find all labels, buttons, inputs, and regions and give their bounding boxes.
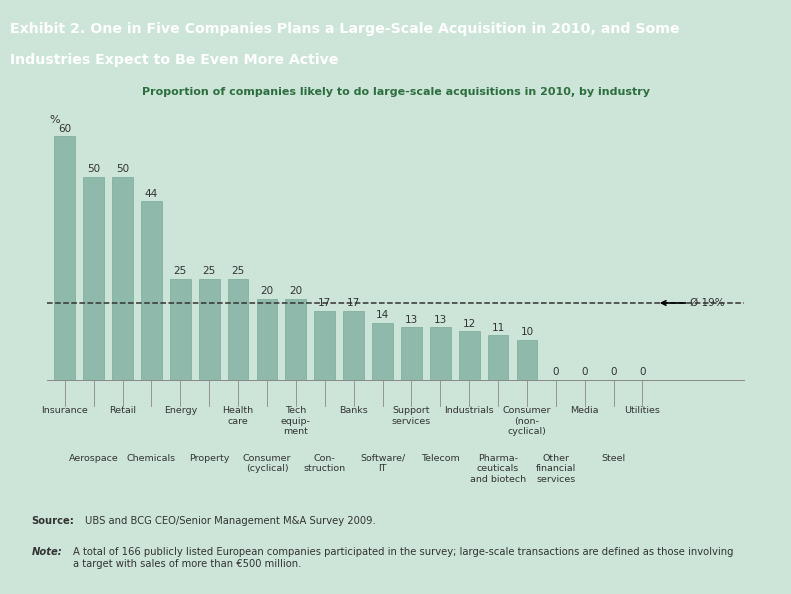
Text: Note:: Note: [32,548,62,557]
Text: Chemicals: Chemicals [127,454,176,463]
Text: 25: 25 [174,266,187,276]
Text: Health
care: Health care [222,406,254,426]
Bar [343,311,364,380]
Text: 0: 0 [553,367,559,377]
Text: UBS and BCG CEO/Senior Management M&A Survey 2009.: UBS and BCG CEO/Senior Management M&A Su… [85,517,376,526]
Bar [112,177,133,380]
Text: Other
financial
services: Other financial services [536,454,576,484]
Bar [199,279,220,380]
Text: Support
services: Support services [392,406,431,426]
Text: 0: 0 [611,367,617,377]
Text: 17: 17 [347,298,360,308]
Text: Con-
struction: Con- struction [304,454,346,473]
Text: Aerospace: Aerospace [69,454,119,463]
Bar [372,323,393,380]
Text: 50: 50 [87,164,100,174]
Text: 25: 25 [202,266,216,276]
Text: 13: 13 [433,314,447,324]
Text: 13: 13 [405,314,418,324]
Bar [170,279,191,380]
Text: Pharma-
ceuticals
and biotech: Pharma- ceuticals and biotech [470,454,526,484]
Text: Source:: Source: [32,517,74,526]
Text: Utilities: Utilities [625,406,660,415]
Text: A total of 166 publicly listed European companies participated in the survey; la: A total of 166 publicly listed European … [73,548,733,569]
Text: Energy: Energy [164,406,197,415]
Text: Insurance: Insurance [41,406,88,415]
Text: 44: 44 [145,188,158,198]
Text: Steel: Steel [601,454,626,463]
Text: Consumer
(cyclical): Consumer (cyclical) [243,454,291,473]
Bar [141,201,162,380]
Text: 11: 11 [491,323,505,333]
Text: 17: 17 [318,298,331,308]
Bar [83,177,104,380]
Bar [487,336,509,380]
Text: Consumer
(non-
cyclical): Consumer (non- cyclical) [502,406,551,436]
Text: Proportion of companies likely to do large-scale acquisitions in 2010, by indust: Proportion of companies likely to do lar… [142,87,649,97]
Bar [55,137,75,380]
Text: 50: 50 [116,164,129,174]
Text: %: % [49,115,59,125]
Bar [430,327,451,380]
Bar [401,327,422,380]
Text: Media: Media [570,406,599,415]
Text: Telecom: Telecom [421,454,460,463]
Text: Industries Expect to Be Even More Active: Industries Expect to Be Even More Active [10,53,339,67]
Text: 12: 12 [463,318,475,328]
Text: 14: 14 [376,311,389,320]
Text: 20: 20 [260,286,274,296]
Text: 0: 0 [581,367,588,377]
Bar [228,279,248,380]
Text: 60: 60 [59,124,71,134]
Bar [256,299,278,380]
Text: Banks: Banks [339,406,368,415]
Bar [286,299,306,380]
Text: 25: 25 [232,266,244,276]
Text: Retail: Retail [109,406,136,415]
Text: Tech
equip-
ment: Tech equip- ment [281,406,311,436]
Text: 10: 10 [520,327,533,337]
Text: Exhibit 2. One in Five Companies Plans a Large-Scale Acquisition in 2010, and So: Exhibit 2. One in Five Companies Plans a… [10,23,680,36]
Text: Software/
IT: Software/ IT [360,454,405,473]
Bar [517,340,537,380]
Text: Industrials: Industrials [445,406,494,415]
Text: 0: 0 [639,367,645,377]
Text: Property: Property [189,454,229,463]
Text: Ø 19%: Ø 19% [690,298,725,308]
Text: 20: 20 [290,286,302,296]
Bar [314,311,335,380]
Bar [459,331,479,380]
